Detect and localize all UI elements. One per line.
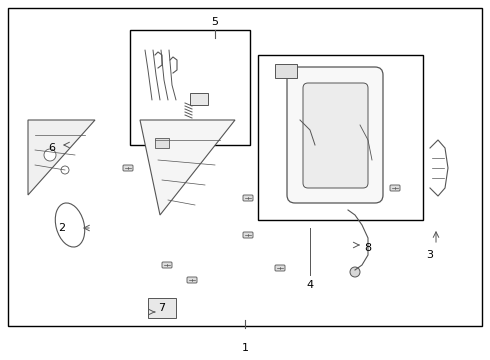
- Bar: [155, 138, 169, 148]
- Circle shape: [350, 267, 360, 277]
- FancyBboxPatch shape: [275, 265, 285, 271]
- Polygon shape: [28, 120, 95, 195]
- Circle shape: [44, 149, 56, 161]
- FancyBboxPatch shape: [187, 277, 197, 283]
- FancyBboxPatch shape: [123, 165, 133, 171]
- Text: 8: 8: [365, 243, 371, 253]
- Text: 1: 1: [242, 343, 248, 353]
- Text: 6: 6: [49, 143, 55, 153]
- Text: 7: 7: [158, 303, 166, 313]
- Bar: [8, 8, 482, 326]
- Bar: [258, 55, 423, 220]
- Text: 5: 5: [212, 17, 219, 27]
- FancyBboxPatch shape: [303, 83, 368, 188]
- Ellipse shape: [55, 203, 85, 247]
- Bar: [130, 30, 250, 145]
- FancyBboxPatch shape: [162, 262, 172, 268]
- Text: 2: 2: [58, 223, 66, 233]
- Text: 3: 3: [426, 250, 434, 260]
- Polygon shape: [140, 120, 235, 215]
- Circle shape: [61, 166, 69, 174]
- FancyBboxPatch shape: [243, 195, 253, 201]
- Bar: [190, 93, 208, 105]
- FancyBboxPatch shape: [243, 232, 253, 238]
- Text: 4: 4: [306, 280, 314, 290]
- FancyBboxPatch shape: [287, 67, 383, 203]
- Bar: [275, 64, 297, 78]
- Bar: [148, 298, 176, 318]
- FancyBboxPatch shape: [390, 185, 400, 191]
